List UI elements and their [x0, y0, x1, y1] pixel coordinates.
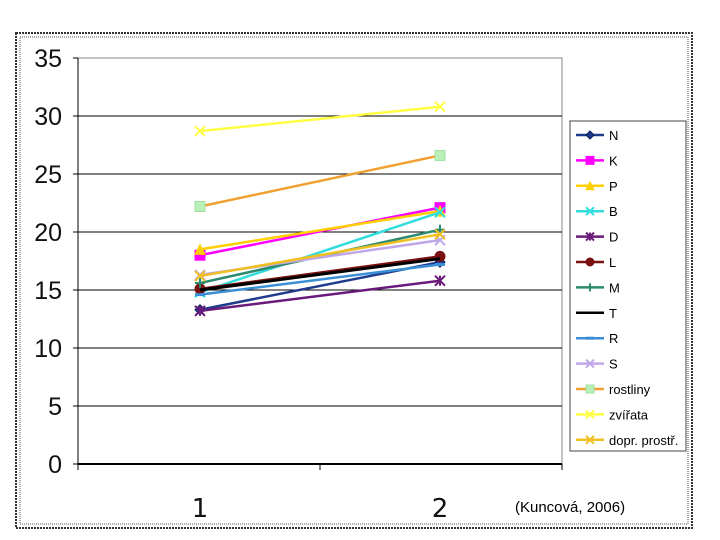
legend-label: rostliny	[609, 382, 651, 397]
frame-border-outer	[15, 32, 693, 529]
legend-item: B	[576, 204, 618, 219]
series-d	[194, 275, 446, 317]
legend-label: R	[609, 331, 618, 346]
y-tick-label: 35	[34, 45, 62, 73]
series-r	[195, 262, 445, 297]
y-tick-label: 0	[48, 451, 62, 479]
legend-item: M	[576, 280, 620, 295]
data-point-marker	[434, 149, 446, 161]
legend-item: rostliny	[576, 382, 651, 397]
legend-item: D	[576, 230, 618, 245]
legend-label: L	[609, 255, 616, 270]
data-point-marker	[585, 231, 595, 242]
y-tick-label: 15	[34, 277, 62, 305]
data-point-marker	[434, 275, 446, 287]
data-point-marker	[585, 206, 595, 216]
data-point-marker	[585, 409, 595, 420]
data-point-marker	[585, 257, 595, 267]
data-point-marker	[194, 200, 206, 212]
legend-item: zvířata	[576, 407, 649, 422]
legend-label: T	[609, 306, 617, 321]
x-tick-label: 2	[432, 494, 449, 524]
series-zv-ata	[194, 101, 446, 137]
plot-area	[77, 57, 563, 465]
legend-item: K	[576, 153, 618, 168]
y-tick-label: 5	[48, 393, 62, 421]
grid-lines	[73, 57, 562, 465]
data-point-marker	[194, 125, 206, 137]
legend-item: L	[576, 255, 616, 270]
y-tick-label: 25	[34, 161, 62, 189]
series-line	[199, 105, 441, 133]
data-point-marker	[585, 180, 595, 191]
data-point-marker	[434, 228, 446, 241]
data-point-marker	[586, 283, 594, 292]
frame-border-inner	[19, 36, 689, 525]
series-dopr-prost-	[194, 228, 446, 282]
series-line	[199, 233, 441, 278]
data-point-marker	[585, 155, 595, 165]
x-tick-label: 1	[192, 494, 209, 524]
legend-label: K	[609, 153, 618, 168]
series-line	[199, 154, 441, 208]
series-line	[199, 211, 441, 294]
legend-box	[569, 120, 687, 452]
data-point-marker	[194, 270, 206, 282]
legend-item: P	[576, 179, 618, 194]
series-line	[199, 209, 441, 251]
data-point-marker	[585, 384, 595, 394]
series-t	[199, 257, 441, 292]
legend-label: B	[609, 204, 618, 219]
data-point-marker	[195, 278, 205, 289]
legend-label: dopr. prostř.	[609, 433, 678, 448]
legend-item: R	[576, 331, 618, 346]
y-tick-label: 10	[34, 335, 62, 363]
y-tick-labels: 0 5 10 15 20 25 30 35	[34, 45, 62, 479]
source-note: (Kuncová, 2006)	[515, 499, 625, 516]
y-tick-label: 20	[34, 219, 62, 247]
series-line	[199, 263, 441, 296]
legend-label: M	[609, 280, 620, 295]
data-point-marker	[434, 101, 446, 113]
series-line	[199, 257, 441, 292]
legend-item: N	[576, 128, 618, 143]
legend-label: P	[609, 179, 618, 194]
legend-item: S	[576, 357, 618, 372]
legend-label: S	[609, 357, 618, 372]
y-tick-label: 30	[34, 103, 62, 131]
legend-item: T	[576, 306, 617, 321]
legend-label: zvířata	[609, 407, 649, 422]
series-group	[194, 101, 446, 317]
data-point-marker	[585, 358, 595, 369]
data-point-marker	[585, 130, 595, 140]
data-point-marker	[585, 435, 595, 445]
series-rostliny	[194, 149, 446, 212]
data-point-marker	[434, 206, 446, 218]
data-point-marker	[194, 305, 206, 317]
legend-label: N	[609, 128, 618, 143]
legend-item: dopr. prostř.	[576, 433, 678, 448]
series-line	[199, 279, 441, 313]
data-point-marker	[194, 243, 206, 255]
legend-label: D	[609, 230, 618, 245]
